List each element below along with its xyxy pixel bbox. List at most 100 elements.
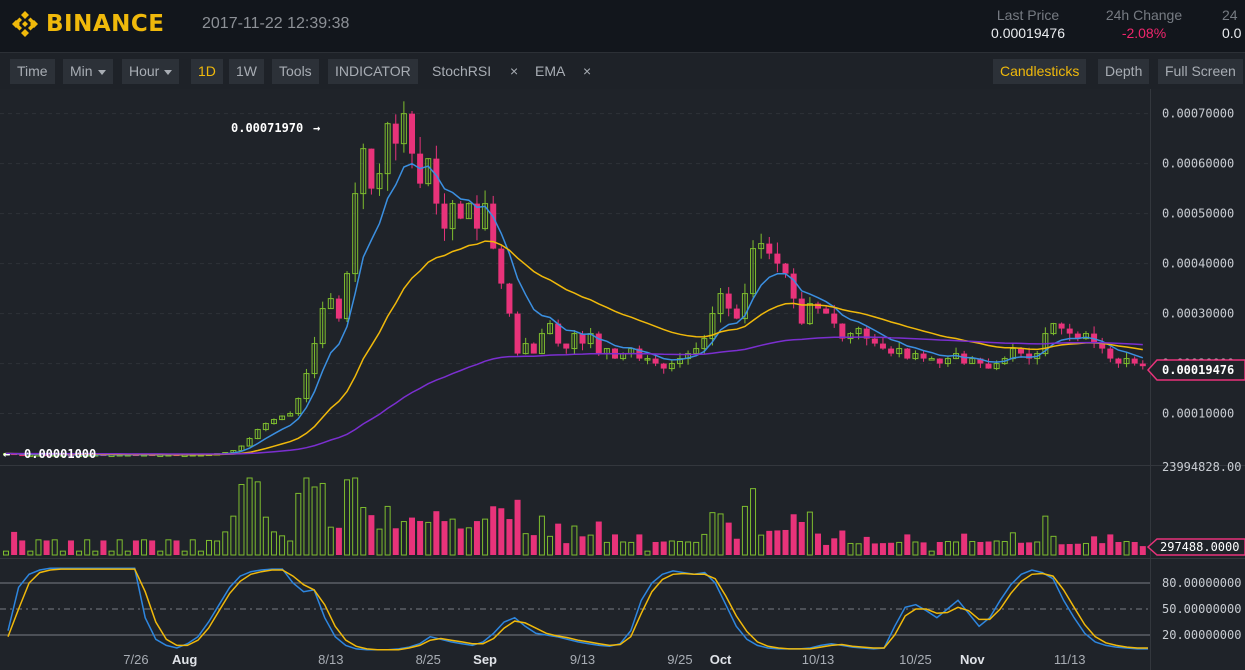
volume-bar [741,505,748,556]
date-axis: 7/26 Aug 8/13 8/25 Sep 9/13 9/25 Oct 10/13 10/25 N… [123,652,1085,667]
volume-bar [506,519,513,555]
price-chart[interactable]: 0.00070000 0.00060000 0.00050000 0.00040000… [0,89,1245,670]
volume-bar [230,515,237,556]
high-annotation: 0.00071970 → [231,121,320,135]
chart-canvas[interactable]: 0.00070000 0.00060000 0.00050000 0.00040000… [0,89,1245,670]
volume-bar [1074,543,1081,555]
candle [863,326,870,346]
stat-value: 0.0 [1222,25,1242,41]
volume-bar [1026,542,1033,555]
date-tick-label: 9/13 [570,652,595,667]
candle [1034,351,1041,365]
volume-bar [222,531,229,556]
candle [254,428,261,440]
volume-bar [831,538,838,555]
volume-bar [279,535,286,556]
volume-bar [482,518,489,556]
hour-label: Hour [129,63,160,79]
candle [1026,347,1033,365]
candle [498,245,505,289]
stoch-tick-label: 80.00000000 [1162,576,1241,590]
candle [644,355,651,365]
volume-bar [920,542,927,555]
volume-bar [1139,546,1146,555]
candle [449,200,456,241]
volume-bar [1018,542,1024,555]
volume-bar [571,525,578,556]
time-button[interactable]: Time [10,59,55,84]
volume-bar [936,541,943,555]
volume-bar [498,508,505,555]
date-tick-label: 11/13 [1054,652,1086,667]
candlesticks-button[interactable]: Candlesticks [993,59,1087,84]
stoch-guide-lines [0,582,1150,636]
volume-bar [579,536,586,555]
brand-logo[interactable]: BINANCE [10,9,164,39]
candle [457,200,464,220]
candle [287,411,294,417]
hour-dropdown[interactable]: Hour [122,59,180,84]
candle [400,101,407,153]
brand-name: BINANCE [46,11,165,37]
volume-bar [473,521,480,555]
candle [985,358,992,369]
volume-bar [823,544,830,555]
volume-bar [603,541,610,556]
candle [392,114,399,161]
stat-24h-cut: 24 0.0 [1222,6,1245,42]
volume-bar [620,541,627,556]
low-annotation: ← 0.00001000 [3,447,96,461]
volume-bar [417,520,424,555]
full-screen-button[interactable]: Full Screen [1158,59,1243,84]
volume-bar [59,550,66,556]
min-dropdown[interactable]: Min [63,59,113,84]
remove-stochrsi-icon[interactable]: × [510,63,519,79]
volume-bar [1131,541,1138,555]
volume-bar [425,521,432,556]
stat-label: Last Price [996,7,1060,23]
volume-bar [944,541,951,556]
volume-bar [806,511,813,556]
volume-bar [67,540,74,555]
volume-bar [1123,541,1130,556]
volume-bar [392,528,399,555]
min-label: Min [70,63,93,79]
volume-bar [214,540,221,556]
candle [563,343,570,354]
volume-bar [863,536,870,555]
volume-bar [433,511,440,555]
volume-bar [1091,536,1098,555]
candle [441,193,448,241]
stat-value: 0.00019476 [991,25,1065,41]
volume-bar [246,477,253,556]
price-tick-label: 0.00030000 [1162,307,1234,321]
date-tick-label: Oct [710,652,732,667]
volume-bar [157,550,164,556]
volume-bar [766,530,773,555]
volume-bar [197,550,204,556]
candle [538,328,545,355]
indicator-button[interactable]: INDICATOR [328,59,418,84]
left-arrow-icon: ← [3,447,10,461]
candle [1099,337,1106,354]
volume-bar [636,534,643,555]
tools-button[interactable]: Tools [272,59,319,84]
ema-lines [5,162,1144,456]
volume-bar [490,506,497,555]
volume-bar [124,550,131,556]
candle [936,358,943,369]
candle [311,336,318,379]
candle [888,346,895,357]
volume-bar [961,533,968,555]
volume-bar [587,534,594,556]
candle [490,195,497,250]
right-arrow-icon: → [313,121,320,135]
volume-bar [1099,543,1106,555]
candle [1123,352,1130,368]
depth-button[interactable]: Depth [1098,59,1150,84]
interval-1w-button[interactable]: 1W [229,59,264,84]
interval-1d-button[interactable]: 1D [191,59,223,84]
remove-ema-icon[interactable]: × [583,63,592,79]
candle [482,190,489,231]
volume-bar [92,550,99,556]
